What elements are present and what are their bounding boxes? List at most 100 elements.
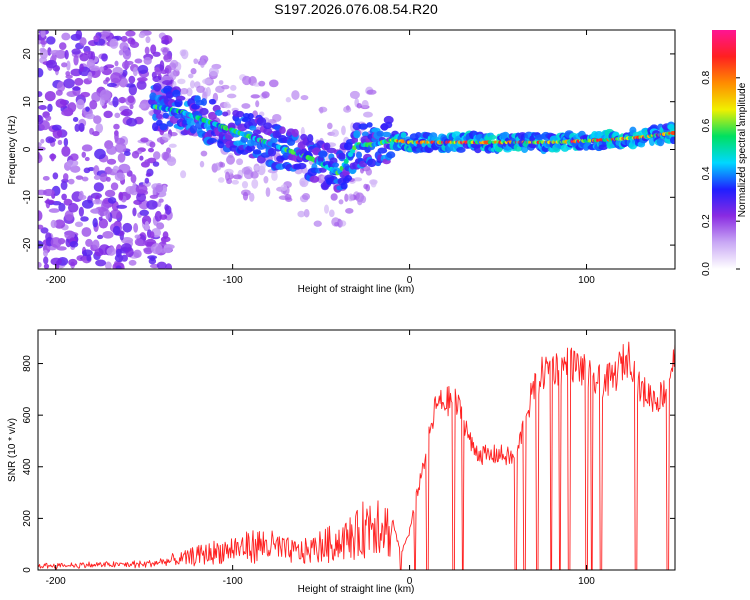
heatmap-cell <box>99 173 108 183</box>
heatmap-cell <box>353 177 363 182</box>
heatmap-cell <box>165 263 173 269</box>
heatmap-cell <box>56 81 66 92</box>
heatmap-cell <box>115 265 122 269</box>
heatmap-cell <box>79 190 84 200</box>
heatmap-cell <box>43 249 49 257</box>
heatmap-cell <box>162 112 169 119</box>
heatmap-cell <box>128 75 136 84</box>
heatmap-cell <box>152 83 162 92</box>
heatmap-cell <box>241 166 251 175</box>
heatmap-cell <box>104 189 116 198</box>
heatmap-cell <box>161 151 170 161</box>
heatmap-cell <box>80 91 91 98</box>
heatmap-cell <box>161 39 170 45</box>
heatmap-cell <box>116 204 128 209</box>
heatmap-cell <box>267 147 277 157</box>
heatmap-cell <box>169 70 177 81</box>
heatmap-cell <box>400 132 407 139</box>
heatmap-cell <box>164 204 169 211</box>
heatmap-cell <box>69 153 79 161</box>
heatmap-cell <box>126 117 138 127</box>
heatmap-cell <box>189 80 196 89</box>
colorbar-label: Normalized spectral amplitude <box>737 82 748 217</box>
heatmap-cell <box>263 175 269 184</box>
heatmap-cell <box>106 145 117 155</box>
heatmap-cell <box>324 204 330 214</box>
heatmap-cell <box>246 144 256 152</box>
heatmap-cell <box>50 153 55 162</box>
heatmap-cell <box>40 138 45 144</box>
heatmap-cell <box>656 137 665 147</box>
heatmap-cell <box>340 182 348 190</box>
heatmap-cell <box>38 91 43 98</box>
heatmap-cell <box>285 197 293 202</box>
heatmap-cell <box>144 220 150 231</box>
heatmap-cell <box>150 44 157 55</box>
heatmap-cell <box>84 156 90 162</box>
heatmap-cell <box>94 148 106 160</box>
heatmap-cell <box>312 147 321 155</box>
heatmap-cell <box>249 125 257 131</box>
heatmap-cell <box>45 59 58 69</box>
spectrogram-x-ticks: -200 -100 0 100 <box>46 30 595 286</box>
spectrogram-y-axis-label: Frequency (Hz) <box>7 116 18 185</box>
heatmap-cell <box>347 193 354 202</box>
heatmap-cell <box>134 58 143 64</box>
heatmap-cell <box>120 110 130 116</box>
heatmap-cell <box>363 183 369 190</box>
heatmap-cell <box>130 174 137 184</box>
heatmap-cell <box>129 41 140 48</box>
heatmap-cell <box>133 249 142 258</box>
spectrogram-y-tick-label: 10 <box>22 96 33 108</box>
heatmap-cell <box>70 165 81 173</box>
heatmap-cell <box>44 199 55 204</box>
heatmap-cell <box>162 231 169 240</box>
heatmap-cell <box>92 217 98 228</box>
heatmap-cell <box>65 70 71 77</box>
heatmap-cell <box>115 142 127 153</box>
heatmap-cell <box>61 146 71 157</box>
heatmap-cell <box>92 131 100 137</box>
heatmap-cell <box>670 131 675 136</box>
heatmap-cell <box>92 239 100 250</box>
heatmap-cell <box>85 113 96 120</box>
heatmap-cell <box>81 176 89 182</box>
snr-y-axis-label: SNR (10 * v/v) <box>7 418 18 482</box>
heatmap-cell <box>101 53 108 62</box>
heatmap-cell <box>99 66 105 73</box>
heatmap-cell <box>331 129 339 137</box>
heatmap-cell <box>180 170 187 179</box>
heatmap-cell <box>385 121 393 129</box>
heatmap-cell <box>162 184 168 194</box>
heatmap-cell <box>38 114 44 125</box>
heatmap-cell <box>199 58 205 68</box>
heatmap-cell <box>150 243 163 255</box>
heatmap-cell <box>133 223 139 233</box>
heatmap-cell <box>79 53 89 62</box>
heatmap-cell <box>75 175 84 180</box>
snr-y-tick-label: 800 <box>22 355 33 372</box>
snr-y-tick-label: 200 <box>22 510 33 527</box>
heatmap-cell <box>105 209 111 220</box>
heatmap-cell <box>241 103 251 109</box>
heatmap-cell <box>319 167 327 173</box>
heatmap-cell <box>361 131 369 138</box>
heatmap-cell <box>234 117 242 126</box>
heatmap-cell <box>98 218 109 229</box>
heatmap-cell <box>252 149 262 155</box>
heatmap-cell <box>345 208 354 214</box>
heatmap-cell <box>64 49 69 60</box>
spectrogram-y-tick-label: -20 <box>22 237 33 252</box>
spectrogram-x-tick-label: -100 <box>223 275 243 286</box>
heatmap-cell <box>52 172 59 180</box>
heatmap-cell <box>87 71 93 81</box>
heatmap-cell <box>128 259 137 266</box>
heatmap-cell <box>68 258 78 267</box>
heatmap-cell <box>107 197 117 204</box>
heatmap-cell <box>125 30 136 37</box>
heatmap-cell <box>58 42 67 50</box>
heatmap-cell <box>105 77 110 82</box>
heatmap-cell <box>146 199 158 210</box>
heatmap-cell <box>254 165 262 171</box>
heatmap-cell <box>280 184 288 191</box>
